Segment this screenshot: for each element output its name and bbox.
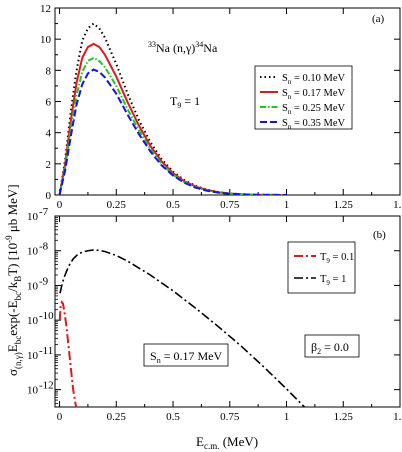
a-xtick-label: 0 bbox=[57, 199, 63, 211]
a-ytick-label: 2 bbox=[46, 159, 52, 171]
sn-annotation-box bbox=[143, 343, 229, 367]
b-xtick-label: 0 bbox=[57, 411, 63, 423]
b-xtick-label: 0.25 bbox=[107, 411, 127, 423]
panel-a-curves bbox=[58, 22, 287, 195]
b-ytick-label: 10 bbox=[27, 280, 39, 292]
b-xtick-label: 1.25 bbox=[334, 411, 354, 423]
legend-b-entry: T9 = 0.1 bbox=[320, 252, 354, 265]
b-xtick-label: 0.5 bbox=[166, 411, 180, 423]
series-b-1 bbox=[59, 249, 306, 407]
b-ytick-label: 10 bbox=[27, 350, 39, 362]
panel-b-curves bbox=[58, 249, 306, 407]
b-ytick-label: 10 bbox=[27, 246, 39, 258]
a-xtick-label: 0.25 bbox=[107, 199, 127, 211]
legend-a-box bbox=[254, 65, 353, 130]
svg-text:β2 = 0.0: β2 = 0.0 bbox=[311, 340, 349, 356]
a-xtick-label: 0.75 bbox=[220, 199, 240, 211]
b-xtick-label: 1.5 bbox=[393, 411, 402, 423]
a-ytick-label: 0 bbox=[46, 190, 52, 202]
b-ytick-exponent: -9 bbox=[39, 275, 49, 287]
a-ytick-label: 8 bbox=[46, 65, 52, 77]
series-a-2 bbox=[58, 56, 287, 195]
b-ytick-exponent: -10 bbox=[39, 310, 54, 322]
a-xtick-label: 1.25 bbox=[334, 199, 354, 211]
b-ytick-label: 10 bbox=[27, 385, 39, 397]
reaction-label: 33Na (n,γ)34Na bbox=[148, 40, 218, 55]
panel-b: 00.250.50.7511.251.510-1210-1110-1010-91… bbox=[27, 206, 402, 451]
legend-b-box bbox=[287, 241, 356, 294]
b-ytick-exponent: -12 bbox=[39, 380, 54, 392]
b-xtick-label: 0.75 bbox=[220, 411, 240, 423]
series-a-3 bbox=[58, 68, 287, 195]
b-ytick-exponent: -7 bbox=[39, 206, 49, 218]
sn-annotation: Sn = 0.17 MeV bbox=[143, 343, 229, 367]
panel-a-ticks: 0 0.25 0.5 0.75 1 1.25 1.5 0 2 4 6 8 10 12 bbox=[40, 3, 402, 211]
panel-b-legend: T9 = 0.1 T9 = 1 bbox=[287, 241, 356, 294]
panel-b-ticks: 00.250.50.7511.251.510-1210-1110-1010-91… bbox=[27, 206, 402, 423]
panel-a-legend: Sn = 0.10 MeV Sn = 0.17 MeV Sn = 0.25 MeV S… bbox=[254, 65, 353, 131]
legend-a-entry: Sn = 0.25 MeV bbox=[282, 103, 346, 116]
legend-b-entry: T9 = 1 bbox=[320, 274, 346, 287]
a-ytick-label: 10 bbox=[40, 34, 52, 46]
series-a-1 bbox=[58, 42, 287, 195]
a-xtick-label: 1.5 bbox=[393, 199, 402, 211]
beta-annotation-box bbox=[304, 334, 360, 358]
a-xtick-label: 0.5 bbox=[166, 199, 180, 211]
b-ytick-exponent: -8 bbox=[39, 241, 49, 253]
legend-a-entry: Sn = 0.17 MeV bbox=[282, 88, 346, 101]
a-ytick-label: 4 bbox=[46, 128, 52, 140]
b-xtick-label: 1 bbox=[284, 411, 290, 423]
panel-a-tag: (a) bbox=[372, 13, 385, 25]
series-b-0 bbox=[58, 300, 78, 407]
a-ytick-label: 12 bbox=[40, 3, 51, 15]
a-ytick-label: 6 bbox=[46, 97, 52, 109]
legend-a-entry: Sn = 0.35 MeV bbox=[282, 118, 346, 131]
legend-a-entry: Sn = 0.10 MeV bbox=[282, 73, 346, 86]
panel-a: 0 0.25 0.5 0.75 1 1.25 1.5 0 2 4 6 8 10 12 (a) 33Na (… bbox=[40, 3, 402, 211]
beta-annotation: β2 = 0.0 bbox=[304, 334, 360, 358]
b-ytick-exponent: -11 bbox=[39, 345, 53, 357]
y-axis-label: σ(n,γ)Ebcexp(-Ebc/kBT) [10-9 μb MeV] bbox=[4, 184, 23, 376]
b-ytick-label: 10 bbox=[27, 211, 39, 223]
b-ytick-label: 10 bbox=[27, 315, 39, 327]
temperature-label: T9 = 1 bbox=[170, 94, 200, 110]
svg-text:Sn = 0.17 MeV: Sn = 0.17 MeV bbox=[150, 349, 222, 365]
a-xtick-label: 1 bbox=[284, 199, 290, 211]
panel-b-tag: (b) bbox=[373, 229, 386, 241]
panel-b-frame bbox=[54, 215, 401, 408]
x-axis-label: Ec.m. (MeV) bbox=[196, 434, 258, 451]
